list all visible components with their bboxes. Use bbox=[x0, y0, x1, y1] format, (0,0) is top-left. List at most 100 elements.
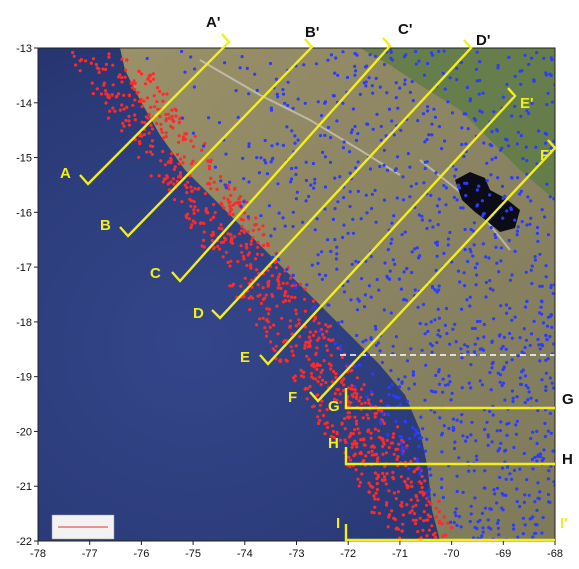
earthquake-dot bbox=[522, 500, 527, 504]
earthquake-dot bbox=[403, 82, 407, 86]
earthquake-dot bbox=[318, 375, 322, 379]
earthquake-dot bbox=[510, 318, 514, 322]
earthquake-dot bbox=[482, 212, 486, 216]
earthquake-dot bbox=[400, 504, 404, 508]
earthquake-dot bbox=[329, 136, 333, 140]
earthquake-dot bbox=[507, 144, 511, 148]
earthquake-dot bbox=[440, 486, 444, 490]
earthquake-dot bbox=[303, 325, 307, 329]
earthquake-dot bbox=[297, 322, 301, 326]
earthquake-dot bbox=[354, 69, 358, 73]
earthquake-dot bbox=[321, 150, 325, 154]
earthquake-dot bbox=[118, 108, 122, 112]
earthquake-dot bbox=[494, 245, 498, 249]
earthquake-dot bbox=[539, 305, 543, 309]
earthquake-dot bbox=[273, 260, 277, 264]
earthquake-dot bbox=[416, 119, 420, 123]
earthquake-dot bbox=[395, 155, 400, 159]
earthquake-dot bbox=[549, 73, 553, 77]
earthquake-dot bbox=[383, 464, 387, 469]
earthquake-dot bbox=[400, 381, 404, 385]
earthquake-dot bbox=[166, 112, 170, 116]
earthquake-dot bbox=[437, 382, 442, 386]
earthquake-dot bbox=[394, 447, 398, 452]
earthquake-dot bbox=[478, 518, 482, 522]
earthquake-dot bbox=[334, 372, 338, 376]
earthquake-dot bbox=[99, 92, 104, 96]
earthquake-dot bbox=[338, 392, 342, 396]
earthquake-dot bbox=[463, 248, 467, 252]
earthquake-dot bbox=[292, 281, 296, 285]
earthquake-dot bbox=[333, 207, 337, 211]
earthquake-dot bbox=[464, 112, 468, 116]
earthquake-dot bbox=[405, 483, 409, 487]
earthquake-dot bbox=[552, 139, 555, 143]
earthquake-dot bbox=[499, 347, 503, 351]
y-tick-label: -19 bbox=[16, 372, 32, 384]
earthquake-dot bbox=[381, 412, 385, 416]
earthquake-dot bbox=[275, 304, 279, 308]
earthquake-dot bbox=[242, 200, 246, 204]
earthquake-dot bbox=[535, 225, 540, 230]
earthquake-dot bbox=[360, 387, 364, 391]
earthquake-dot bbox=[444, 186, 448, 190]
x-tick-label: -77 bbox=[82, 548, 98, 560]
earthquake-dot bbox=[427, 488, 432, 492]
earthquake-dot bbox=[263, 158, 267, 162]
earthquake-dot bbox=[486, 518, 490, 522]
earthquake-dot bbox=[373, 188, 377, 192]
earthquake-dot bbox=[125, 105, 129, 109]
earthquake-dot bbox=[447, 426, 451, 431]
earthquake-dot bbox=[416, 530, 420, 534]
earthquake-dot bbox=[400, 448, 404, 452]
earthquake-dot bbox=[269, 160, 273, 164]
earthquake-dot bbox=[505, 209, 509, 213]
earthquake-dot bbox=[497, 533, 501, 537]
earthquake-dot bbox=[454, 340, 458, 344]
earthquake-dot bbox=[276, 182, 280, 186]
earthquake-dot bbox=[201, 144, 206, 148]
earthquake-dot bbox=[336, 388, 340, 392]
earthquake-dot bbox=[391, 470, 395, 474]
earthquake-dot bbox=[538, 359, 542, 363]
earthquake-dot bbox=[346, 363, 350, 367]
earthquake-dot bbox=[513, 104, 517, 108]
earthquake-dot bbox=[354, 468, 358, 472]
earthquake-dot bbox=[389, 241, 393, 245]
earthquake-dot bbox=[416, 498, 420, 502]
earthquake-dot bbox=[544, 371, 549, 375]
earthquake-dot bbox=[181, 135, 185, 139]
earthquake-dot bbox=[311, 161, 315, 166]
earthquake-dot bbox=[490, 366, 494, 370]
earthquake-dot bbox=[269, 108, 274, 112]
earthquake-dot bbox=[549, 146, 553, 150]
earthquake-dot bbox=[216, 244, 220, 248]
earthquake-dot bbox=[321, 413, 326, 418]
earthquake-dot bbox=[485, 420, 489, 424]
earthquake-dot bbox=[315, 346, 319, 350]
earthquake-dot bbox=[420, 474, 424, 479]
earthquake-dot bbox=[552, 342, 555, 346]
earthquake-dot bbox=[499, 420, 503, 424]
earthquake-dot bbox=[132, 79, 136, 83]
earthquake-dot bbox=[245, 66, 249, 70]
earthquake-dot bbox=[158, 89, 162, 93]
earthquake-dot bbox=[290, 166, 294, 171]
earthquake-dot bbox=[246, 215, 250, 219]
earthquake-dot bbox=[289, 276, 293, 280]
earthquake-dot bbox=[227, 212, 231, 216]
earthquake-dot bbox=[281, 143, 285, 147]
earthquake-dot bbox=[533, 255, 537, 259]
earthquake-dot bbox=[307, 335, 311, 339]
earthquake-dot bbox=[504, 303, 508, 307]
earthquake-dot bbox=[430, 350, 434, 354]
earthquake-dot bbox=[385, 168, 390, 172]
earthquake-dot bbox=[389, 311, 393, 315]
earthquake-dot bbox=[515, 419, 520, 423]
earthquake-dot bbox=[413, 288, 417, 292]
x-axis-ticks: -78 -77 -76 -75 -74 -73 -72 -71 -70 -69 -68 bbox=[30, 541, 563, 560]
earthquake-dot bbox=[427, 528, 431, 532]
earthquake-dot bbox=[352, 454, 356, 458]
earthquake-dot bbox=[364, 193, 368, 197]
earthquake-dot bbox=[165, 174, 169, 178]
